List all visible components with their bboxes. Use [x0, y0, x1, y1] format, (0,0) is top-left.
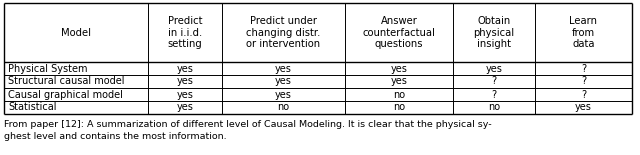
Text: ghest level and contains the most information.: ghest level and contains the most inform… [4, 132, 227, 141]
Text: no: no [277, 102, 289, 113]
Text: ?: ? [581, 89, 586, 100]
Text: Causal graphical model: Causal graphical model [8, 89, 123, 100]
Text: yes: yes [486, 64, 502, 73]
Text: From paper [12]: A summarization of different level of Causal Modeling. It is cl: From paper [12]: A summarization of diff… [4, 120, 492, 129]
Text: yes: yes [177, 102, 193, 113]
Text: Predict
in i.i.d.
setting: Predict in i.i.d. setting [168, 16, 202, 49]
Text: yes: yes [390, 77, 408, 86]
Text: Structural causal model: Structural causal model [8, 77, 125, 86]
Text: yes: yes [390, 64, 408, 73]
Text: Model: Model [61, 27, 91, 38]
Text: yes: yes [275, 64, 292, 73]
Text: ?: ? [492, 77, 497, 86]
Text: Learn
from
data: Learn from data [570, 16, 598, 49]
Text: yes: yes [275, 89, 292, 100]
Text: no: no [393, 102, 405, 113]
Text: yes: yes [275, 77, 292, 86]
Text: no: no [488, 102, 500, 113]
Text: Physical System: Physical System [8, 64, 88, 73]
Text: Obtain
physical
insight: Obtain physical insight [474, 16, 515, 49]
Text: ?: ? [492, 89, 497, 100]
Text: yes: yes [177, 77, 193, 86]
Text: yes: yes [177, 89, 193, 100]
Text: ?: ? [581, 77, 586, 86]
Text: Answer
counterfactual
questions: Answer counterfactual questions [363, 16, 435, 49]
Text: no: no [393, 89, 405, 100]
Text: Statistical: Statistical [8, 102, 56, 113]
Text: yes: yes [575, 102, 592, 113]
Text: yes: yes [177, 64, 193, 73]
Text: Predict under
changing distr.
or intervention: Predict under changing distr. or interve… [246, 16, 321, 49]
Text: ?: ? [581, 64, 586, 73]
